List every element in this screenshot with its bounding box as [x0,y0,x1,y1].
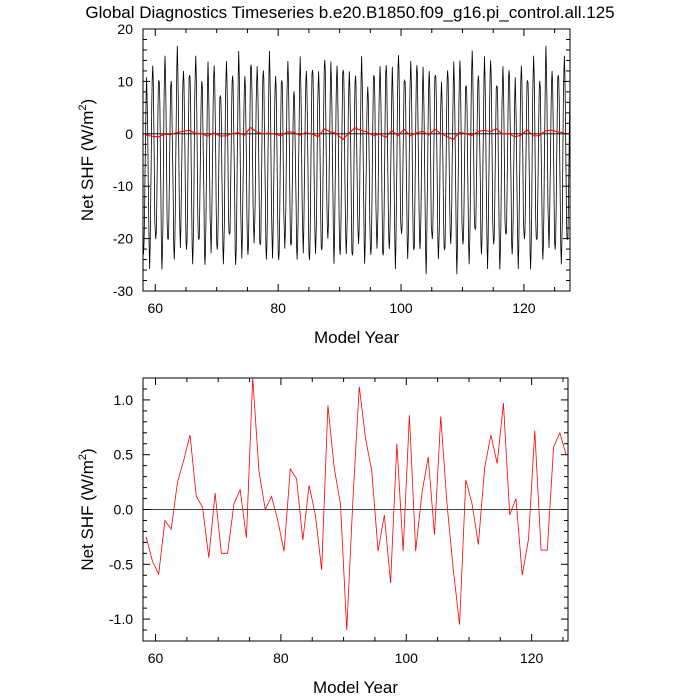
x-tick-label: 60 [148,650,164,666]
y-tick-label: 10 [117,73,133,89]
chart-title: Global Diagnostics Timeseries b.e20.B185… [85,3,614,22]
y-axis-label: Net SHF (W/m2) [77,99,97,221]
x-tick-label: 120 [520,650,544,666]
annual-series-line [145,378,567,631]
bottom-panel: 60 80 100 120 1.0 0.5 0.0 -0.5 -1.0 Model Year Net… [77,377,569,697]
x-tick-label: 60 [147,300,163,316]
plot-area [145,378,567,631]
y-tick-label: 0.0 [114,502,134,518]
monthly-series-line [143,45,570,275]
x-tick-label: 80 [273,650,289,666]
x-tick-label: 100 [389,300,413,316]
x-tick-label: 80 [270,300,286,316]
x-tick-label: 120 [512,300,536,316]
y-tick-label: 0 [125,126,133,142]
y-axis-label: Net SHF (W/m2) [77,448,97,570]
x-tick-label: 100 [395,650,419,666]
y-tick-label: 1.0 [114,392,134,408]
plot-frame [142,28,571,292]
y-tick-label: -0.5 [109,556,133,572]
y-tick-label: 20 [117,21,133,37]
x-axis-label: Model Year [314,328,399,347]
y-tick-label: -20 [113,231,133,247]
plot-area [143,45,570,275]
annual-series-line [145,126,564,141]
y-tick-label: 0.5 [114,447,134,463]
x-axis-label: Model Year [313,678,398,697]
y-tick-label: -10 [113,178,133,194]
y-tick-label: -1.0 [109,611,133,627]
y-tick-label: -30 [113,283,133,299]
